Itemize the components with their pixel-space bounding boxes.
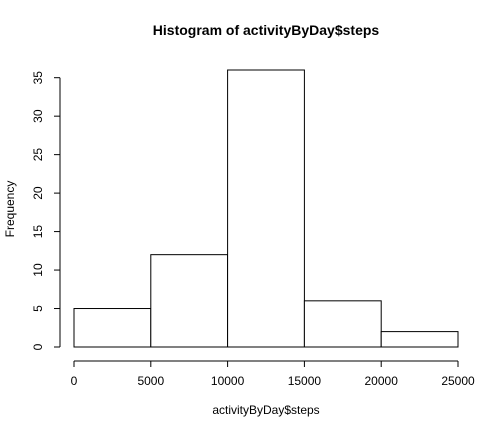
y-tick-label: 0 [31, 343, 45, 350]
x-tick-label: 0 [71, 374, 78, 388]
histogram-bar-1 [151, 255, 228, 347]
chart-title: Histogram of activityByDay$steps [153, 22, 380, 38]
y-axis-label: Frequency [3, 181, 17, 238]
histogram-bar-2 [228, 70, 305, 347]
x-axis: 0 5000 10000 15000 20000 25000 [71, 361, 475, 388]
histogram-bar-4 [381, 332, 458, 347]
x-tick-label: 5000 [137, 374, 164, 388]
x-tick-label: 25000 [441, 374, 475, 388]
y-tick-label: 5 [31, 305, 45, 312]
y-tick-label: 10 [31, 263, 45, 277]
x-tick-label: 15000 [288, 374, 322, 388]
x-tick-label: 10000 [211, 374, 245, 388]
x-tick-label: 20000 [365, 374, 399, 388]
y-tick-label: 35 [31, 71, 45, 85]
y-tick-label: 30 [31, 109, 45, 123]
y-tick-label: 15 [31, 225, 45, 239]
bars-group [74, 70, 458, 347]
x-axis-label: activityByDay$steps [212, 403, 319, 417]
y-tick-label: 20 [31, 186, 45, 200]
y-tick-label: 25 [31, 148, 45, 162]
y-axis: 0 5 10 15 20 25 30 35 [31, 71, 60, 351]
histogram-bar-3 [304, 301, 381, 347]
histogram-bar-0 [74, 309, 151, 347]
